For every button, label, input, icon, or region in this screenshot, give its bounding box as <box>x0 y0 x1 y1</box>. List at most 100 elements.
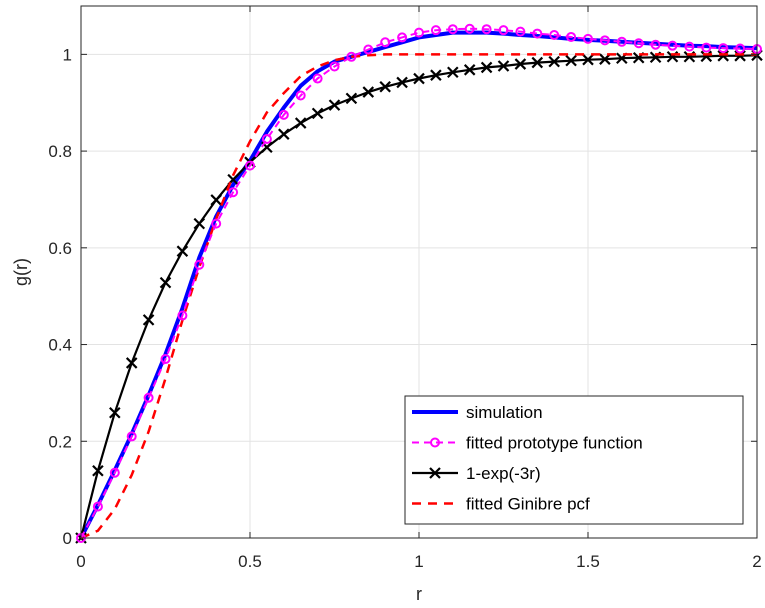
data-point <box>143 392 154 403</box>
data-point <box>464 23 475 34</box>
data-point <box>463 64 476 76</box>
x-tick-label: 2 <box>752 552 761 571</box>
data-point <box>480 61 493 74</box>
data-point <box>177 310 188 321</box>
data-point <box>700 50 713 63</box>
data-point <box>109 467 120 478</box>
data-point <box>261 134 272 144</box>
legend-label: simulation <box>466 403 543 422</box>
data-point <box>497 60 510 72</box>
legend-marker <box>430 437 440 448</box>
legend-box <box>404 395 744 525</box>
data-point <box>565 54 577 67</box>
data-point <box>566 31 577 42</box>
data-point <box>583 33 593 44</box>
data-point <box>193 217 206 230</box>
data-point <box>194 259 205 270</box>
y-tick-label: 1 <box>63 45 72 64</box>
data-point <box>616 36 627 47</box>
data-point <box>413 72 425 85</box>
y-tick-label: 0.6 <box>48 239 72 258</box>
data-point <box>599 53 611 65</box>
data-point <box>430 25 441 36</box>
data-point <box>278 109 289 120</box>
data-point <box>311 107 324 120</box>
data-point <box>126 431 137 442</box>
data-point <box>514 58 527 70</box>
data-point <box>548 55 560 68</box>
legend-label: fitted prototype function <box>466 434 643 453</box>
legend-label: 1-exp(-3r) <box>466 464 541 483</box>
data-point <box>667 40 678 51</box>
data-point <box>498 25 509 36</box>
data-point <box>228 187 239 198</box>
y-tick-label: 0.4 <box>48 336 72 355</box>
data-point <box>481 24 492 35</box>
data-point <box>160 354 171 365</box>
data-point <box>211 218 222 229</box>
x-axis-label: r <box>416 584 422 604</box>
data-point <box>380 37 391 48</box>
legend-marker <box>429 467 441 479</box>
data-point <box>397 32 408 43</box>
data-point <box>650 39 661 50</box>
x-tick-label: 0.5 <box>238 552 262 571</box>
x-tick-label: 1 <box>414 552 423 571</box>
data-point <box>176 245 189 257</box>
data-point <box>312 73 323 84</box>
data-point <box>532 28 543 39</box>
grid <box>81 6 757 538</box>
data-point <box>363 44 374 55</box>
data-point <box>430 69 442 81</box>
data-point <box>582 53 594 66</box>
x-axis: 0 0.5 1 1.5 2 <box>76 6 762 571</box>
data-point <box>549 30 560 41</box>
legend: simulation fitted prototype function 1-exp… <box>404 395 744 525</box>
data-point <box>701 42 712 53</box>
data-point <box>159 276 172 289</box>
data-point <box>346 51 357 62</box>
y-axis: 0 0.2 0.4 0.6 0.8 1 <box>48 45 757 548</box>
data-point <box>294 117 307 129</box>
data-point <box>109 406 121 419</box>
data-point <box>447 66 459 79</box>
data-point <box>599 35 610 46</box>
data-point <box>92 464 104 477</box>
series-layer <box>75 23 763 544</box>
series-2 <box>75 49 763 544</box>
data-point <box>718 43 729 54</box>
data-point <box>329 61 340 72</box>
data-point <box>345 92 358 105</box>
data-point <box>531 56 544 69</box>
data-point <box>245 160 255 171</box>
data-point <box>278 128 290 140</box>
series-line <box>80 27 758 539</box>
data-point <box>396 76 408 89</box>
data-point <box>515 26 526 37</box>
data-point <box>295 90 306 101</box>
y-axis-label: g(r) <box>11 258 31 286</box>
data-point <box>379 80 391 93</box>
data-point <box>633 38 644 49</box>
data-point <box>92 501 103 512</box>
series-3 <box>80 53 757 540</box>
x-tick-label: 1.5 <box>576 552 600 571</box>
data-point <box>447 24 458 35</box>
data-point <box>684 41 695 52</box>
y-tick-label: 0.2 <box>48 432 72 451</box>
data-point <box>125 357 138 369</box>
data-point <box>142 314 155 326</box>
legend-label: fitted Ginibre pcf <box>466 495 590 514</box>
series-line <box>80 53 757 540</box>
data-point <box>362 86 375 98</box>
data-point <box>210 194 222 206</box>
data-point <box>735 43 746 54</box>
x-tick-label: 0 <box>76 552 85 571</box>
data-point <box>734 50 746 62</box>
series-1 <box>76 23 762 543</box>
y-tick-label: 0 <box>63 529 72 548</box>
data-point <box>328 99 341 111</box>
data-point <box>414 27 424 38</box>
y-tick-label: 0.8 <box>48 142 72 161</box>
